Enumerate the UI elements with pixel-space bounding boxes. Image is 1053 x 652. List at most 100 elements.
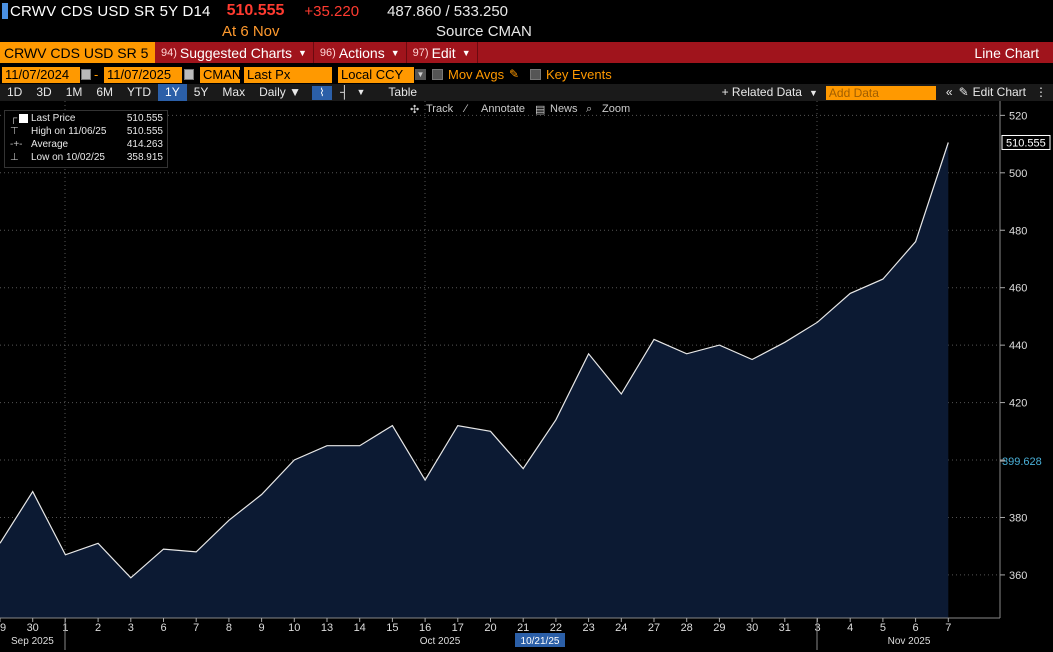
calendar-icon[interactable] [184, 69, 194, 80]
ticker-title[interactable]: CRWV CDS USD SR 5Y D14 [10, 2, 211, 20]
annotate-button[interactable]: Annotate [481, 103, 526, 115]
line-chart-icon[interactable]: ⌇ [311, 85, 332, 100]
pencil-icon[interactable]: ✎ [509, 67, 520, 81]
edit-menu[interactable]: 97) Edit ▼ [407, 42, 478, 63]
x-tick-label: 10 [288, 622, 300, 634]
high-marker-icon: ⊤ [10, 126, 19, 137]
end-date-input[interactable]: 11/07/2025 [104, 67, 182, 83]
x-tick-label: 28 [681, 622, 693, 634]
suggested-charts-menu[interactable]: 94) Suggested Charts ▼ [155, 42, 314, 63]
legend-bracket-icon: ┌ [10, 113, 18, 124]
calendar-icon[interactable] [81, 69, 91, 80]
x-tick-label: 20 [484, 622, 496, 634]
table-button[interactable]: Table [388, 85, 418, 99]
period-3d[interactable]: 3D [36, 85, 52, 99]
track-icon[interactable]: ✣ [410, 104, 420, 116]
x-tick-label: 15 [386, 622, 398, 634]
related-data-menu[interactable]: + Related Data [721, 85, 802, 99]
menu-number: 97) [412, 46, 429, 59]
caret-down-icon[interactable]: ▼ [808, 87, 818, 98]
x-tick-label: 24 [615, 622, 627, 634]
x-tick-label: 17 [452, 622, 464, 634]
x-tick-label: 27 [648, 622, 660, 634]
bid-ask-range: 487.860 / 533.250 [387, 2, 509, 20]
period-max[interactable]: Max [222, 85, 246, 99]
legend-label: Last Price [31, 113, 76, 124]
x-tick-label: 7 [945, 622, 951, 634]
period-ytd[interactable]: YTD [127, 85, 152, 99]
source-input[interactable]: CMAN [200, 67, 240, 83]
data-source: Source CMAN [436, 23, 532, 40]
mov-avgs-label[interactable]: Mov Avgs [448, 67, 505, 82]
legend-row: -+- Average 414.263 [5, 139, 167, 152]
field-input[interactable]: Last Px [244, 67, 332, 83]
x-tick-label: 8 [226, 622, 232, 634]
key-events-checkbox[interactable] [530, 69, 541, 80]
period-6m[interactable]: 6M [96, 85, 114, 99]
caret-down-icon: ▼ [297, 47, 307, 58]
pencil-icon[interactable]: ✎ [958, 85, 969, 99]
menu-label: Actions [338, 44, 385, 61]
key-events-label[interactable]: Key Events [546, 67, 612, 82]
view-title: Line Chart [974, 44, 1039, 61]
average-marker-icon: -+- [10, 139, 23, 150]
legend-value: 414.263 [126, 139, 163, 150]
period-1y[interactable]: 1Y [158, 84, 187, 101]
chart-settings-row: 11/07/2024 - 11/07/2025 CMAN Last Px Loc… [0, 66, 1053, 85]
chevron-down-icon[interactable]: ▼ [356, 87, 366, 97]
x-tick-label: 31 [779, 622, 791, 634]
more-options-icon[interactable]: ⋮ [1035, 85, 1047, 99]
legend-label: Average [31, 139, 69, 150]
y-tick-label: 420 [1009, 398, 1027, 410]
as-of-date: At 6 Nov [222, 23, 280, 40]
legend-label: High on 11/06/25 [31, 126, 107, 137]
currency-select[interactable]: Local CCY [338, 67, 414, 83]
chart-tools: ✣ Track ∕ Annotate ▤ News ⌕ Zoom [0, 101, 1000, 118]
candle-icon[interactable]: ┤ [339, 85, 349, 99]
series-swatch[interactable] [19, 114, 28, 123]
x-tick-label: 3 [128, 622, 134, 634]
chart-legend[interactable]: ┌ Last Price 510.555 ⊤ High on 11/06/25 … [4, 110, 168, 168]
period-1d[interactable]: 1D [7, 85, 23, 99]
price-change: +35.220 [304, 2, 360, 20]
chevron-down-icon[interactable]: ▼ [415, 69, 426, 80]
period-toolbar: 1D 3D 1M 6M YTD 1Y 5Y Max Daily ▼ ⌇ ┤ ▼ … [0, 84, 1053, 101]
news-button[interactable]: News [550, 103, 578, 115]
y-tick-label: 520 [1009, 110, 1027, 122]
x-tick-label: 21 [517, 622, 529, 634]
x-tick-label: 6 [913, 622, 919, 634]
x-tick-label: 22 [550, 622, 562, 634]
annotate-icon[interactable]: ∕ [465, 103, 467, 115]
legend-row: ┌ Last Price 510.555 [5, 113, 167, 126]
period-1m[interactable]: 1M [65, 85, 83, 99]
legend-row: ⊥ Low on 10/02/25 358.915 [5, 152, 167, 165]
last-price: 510.555 [226, 2, 285, 19]
actions-menu[interactable]: 96) Actions ▼ [314, 42, 407, 63]
start-date-input[interactable]: 11/07/2024 [2, 67, 80, 83]
legend-value: 358.915 [126, 152, 163, 163]
y-tick-label: 460 [1009, 283, 1027, 295]
add-data-input[interactable]: Add Data [825, 85, 936, 100]
quote-subheader: At 6 Nov Source CMAN [0, 22, 1053, 42]
average-label: 399.628 [1002, 456, 1042, 468]
legend-label: Low on 10/02/25 [31, 152, 105, 163]
legend-value: 510.555 [126, 126, 163, 137]
track-button[interactable]: Track [426, 103, 454, 115]
x-tick-label: 13 [321, 622, 333, 634]
edit-chart-button[interactable]: Edit Chart [972, 85, 1026, 99]
mov-avgs-checkbox[interactable] [432, 69, 443, 80]
zoom-icon[interactable]: ⌕ [586, 103, 593, 115]
x-tick-label: 16 [419, 622, 431, 634]
last-price-box [1001, 134, 1051, 150]
collapse-icon[interactable]: « [945, 85, 953, 99]
security-field[interactable]: CRWV CDS USD SR 5 [0, 42, 155, 63]
y-tick-label: 480 [1009, 225, 1027, 237]
last-price-label: 510.555 [1006, 137, 1046, 149]
period-5y[interactable]: 5Y [193, 85, 209, 99]
news-icon[interactable]: ▤ [535, 104, 546, 116]
y-tick-label: 360 [1009, 570, 1027, 582]
quote-header: CRWV CDS USD SR 5Y D14 510.555 +35.220 4… [0, 0, 1053, 22]
frequency-select[interactable]: Daily ▼ [259, 85, 301, 99]
zoom-button[interactable]: Zoom [602, 103, 631, 115]
